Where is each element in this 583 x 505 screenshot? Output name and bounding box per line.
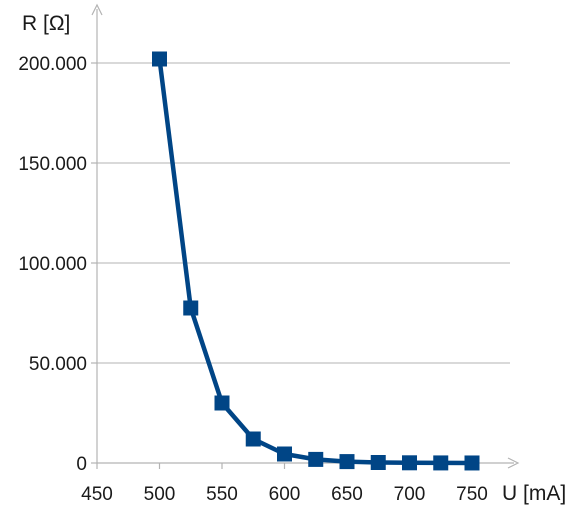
x-tick-label: 700 xyxy=(394,484,426,505)
data-point-marker xyxy=(370,455,386,470)
data-point-marker xyxy=(183,300,199,316)
data-point-marker xyxy=(464,455,480,471)
series-line xyxy=(157,58,473,466)
x-axis-arrow xyxy=(507,457,520,469)
data-point-marker xyxy=(402,455,417,471)
y-tick-label: 150.000 xyxy=(18,154,87,175)
series-group xyxy=(152,51,480,471)
x-tick-label: 550 xyxy=(206,484,238,505)
data-point-marker xyxy=(245,431,261,447)
data-point-marker xyxy=(433,455,449,471)
tick-labels: 0 50.000 100.000 150.000 200.000 450 500 550 600… xyxy=(18,54,488,505)
y-tick-label: 200.000 xyxy=(18,54,87,75)
y-tick-label: 50.000 xyxy=(29,354,87,375)
data-point-marker xyxy=(308,451,324,467)
data-point-marker xyxy=(339,454,355,470)
x-tick-label: 650 xyxy=(331,484,363,505)
data-point-marker xyxy=(214,395,230,411)
x-tick-label: 500 xyxy=(144,484,176,505)
x-tick-label: 600 xyxy=(269,484,301,505)
axes xyxy=(91,3,520,469)
grid-lines xyxy=(97,62,510,364)
data-point-marker xyxy=(277,446,292,462)
x-tick-label: 750 xyxy=(456,484,488,505)
data-point-marker xyxy=(152,51,167,67)
y-tick-label: 0 xyxy=(76,454,87,475)
x-axis-title: U [mA] xyxy=(502,482,566,505)
y-tick-label: 100.000 xyxy=(18,254,87,275)
y-axis-arrow xyxy=(91,3,103,16)
y-axis-title: R [Ω] xyxy=(22,12,70,35)
x-tick-label: 450 xyxy=(81,484,113,505)
